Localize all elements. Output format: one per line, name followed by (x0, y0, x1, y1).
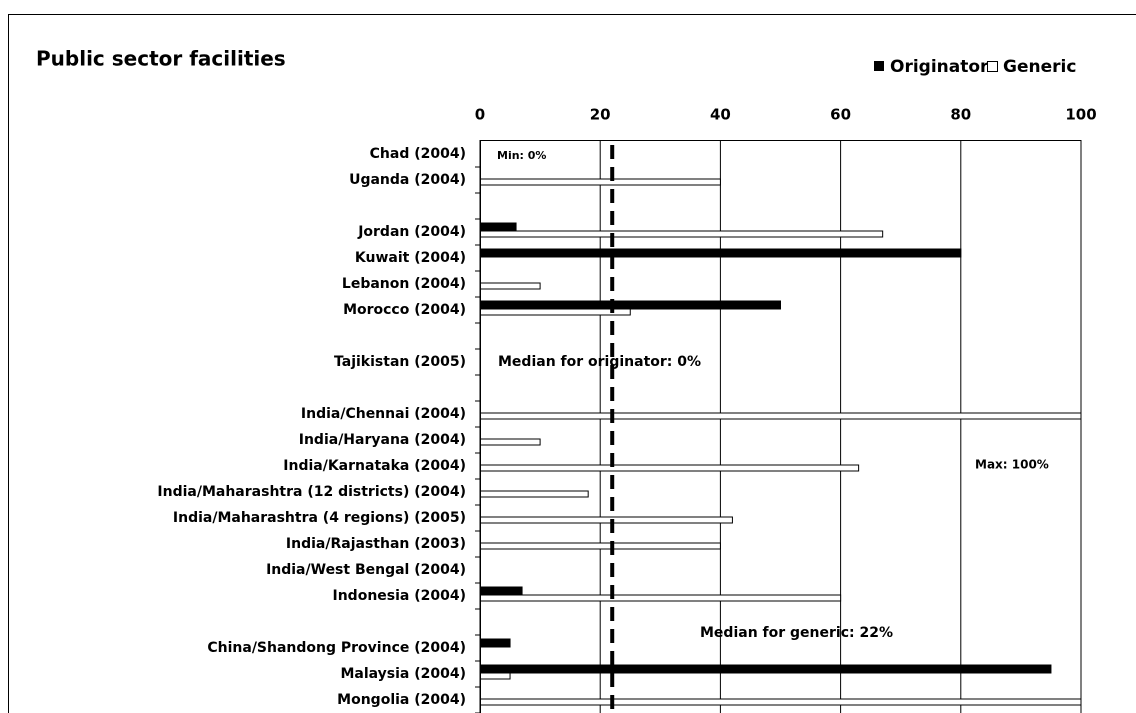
legend-label: Generic (1003, 57, 1076, 77)
y-tick-label: Mongolia (2004) (337, 692, 466, 708)
y-tick-label: India/Rajasthan (2003) (286, 536, 466, 552)
annotation: Median for generic: 22% (700, 625, 893, 641)
frame (8, 14, 1136, 713)
y-tick-label: China/Shandong Province (2004) (207, 640, 466, 656)
annotation: Max: 100% (975, 458, 1049, 472)
legend-label: Originator (890, 57, 989, 77)
y-tick-label: Indonesia (2004) (333, 588, 467, 604)
x-tick-label: 60 (830, 106, 851, 124)
annotation: Min: 0% (497, 149, 546, 162)
bar (479, 230, 884, 238)
bar (479, 282, 541, 290)
y-tick-label: India/West Bengal (2004) (266, 562, 466, 578)
chart-title: Public sector facilities (36, 47, 286, 71)
x-tick-label: 0 (475, 106, 485, 124)
legend-swatch (874, 61, 884, 71)
bar (479, 698, 1082, 706)
bar (479, 300, 781, 310)
y-tick-label: India/Maharashtra (12 districts) (2004) (157, 484, 466, 500)
bar (479, 248, 962, 258)
y-tick-label: Jordan (2004) (357, 224, 466, 240)
bar (479, 178, 721, 186)
y-tick-label: Morocco (2004) (343, 302, 466, 318)
y-tick-label: Malaysia (2004) (340, 666, 466, 682)
bar (479, 412, 1082, 420)
bar (479, 664, 1052, 674)
y-tick-label: Uganda (2004) (349, 172, 466, 188)
bar (479, 672, 511, 680)
y-tick-label: Chad (2004) (370, 146, 466, 162)
x-tick-label: 80 (950, 106, 971, 124)
bar (479, 464, 860, 472)
bar (479, 542, 721, 550)
x-tick-label: 100 (1065, 106, 1096, 124)
bar (479, 638, 511, 648)
y-tick-label: Lebanon (2004) (342, 276, 466, 292)
y-tick-label: India/Maharashtra (4 regions) (2005) (173, 510, 466, 526)
y-tick-label: Kuwait (2004) (355, 250, 466, 266)
bar (479, 222, 517, 232)
bar (479, 490, 589, 498)
y-tick-label: Tajikistan (2005) (334, 354, 466, 370)
bar (479, 438, 541, 446)
y-tick-label: India/Chennai (2004) (301, 406, 466, 422)
bar (479, 594, 842, 602)
y-tick-label: India/Karnataka (2004) (283, 458, 466, 474)
annotation: Median for originator: 0% (498, 354, 701, 370)
x-tick-label: 40 (710, 106, 731, 124)
bar (479, 308, 631, 316)
legend-swatch (987, 61, 998, 72)
x-tick-label: 20 (590, 106, 611, 124)
bar (479, 586, 523, 596)
y-tick-label: India/Haryana (2004) (299, 432, 466, 448)
bar (479, 516, 733, 524)
